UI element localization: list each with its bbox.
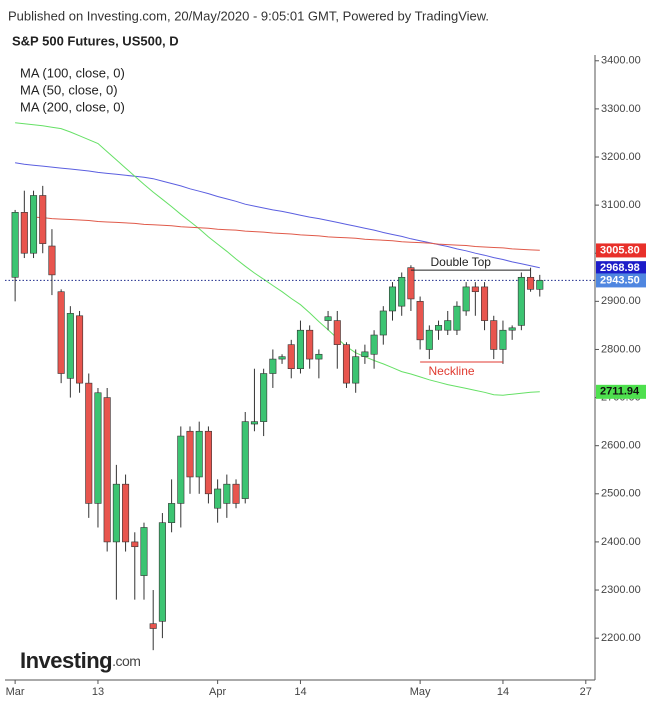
- candle-body: [168, 503, 176, 523]
- candle-body: [131, 541, 139, 548]
- candle-body: [435, 325, 443, 331]
- candle-body: [140, 527, 148, 576]
- candle-body: [444, 320, 452, 331]
- candle-body: [232, 483, 240, 504]
- logo-name: Investing: [20, 648, 112, 673]
- candle-body: [103, 397, 111, 543]
- price-label-box: [596, 273, 646, 288]
- candle-body: [361, 351, 369, 357]
- candle-body: [57, 291, 65, 374]
- price-label-box: [596, 243, 646, 258]
- candle-body: [287, 344, 295, 370]
- candle-body: [481, 286, 489, 321]
- logo-suffix: .com: [112, 653, 140, 669]
- price-label-box: [596, 261, 646, 276]
- candle-body: [20, 212, 28, 254]
- candle-body: [85, 382, 93, 504]
- price-label: 3005.80: [600, 244, 640, 256]
- ma-line: [33, 216, 540, 251]
- candle-body: [260, 373, 268, 422]
- candle-body: [342, 344, 351, 384]
- logo: Investing.com: [20, 648, 140, 673]
- y-tick-label: 3300.00: [601, 103, 641, 115]
- candle-body: [250, 421, 258, 425]
- chart-title: S&P 500 Futures, US500, D: [12, 33, 179, 48]
- x-tick-label: 14: [497, 686, 509, 698]
- y-tick-label: 3400.00: [601, 55, 641, 67]
- candle-body: [11, 212, 19, 278]
- ma-line: [15, 162, 540, 269]
- candle-body: [398, 276, 406, 307]
- candle-body: [407, 267, 415, 300]
- candle-body: [195, 430, 203, 478]
- candle-body: [39, 195, 47, 244]
- candle-body: [158, 522, 166, 622]
- price-label: 2711.94: [600, 386, 640, 398]
- candle-body: [508, 327, 516, 331]
- ma-line: [15, 122, 540, 396]
- y-tick-label: 2800.00: [601, 343, 641, 355]
- x-tick-label: 13: [92, 686, 104, 698]
- y-tick-label: 2200.00: [601, 632, 641, 644]
- candle-body: [204, 430, 212, 495]
- candle-body: [453, 305, 461, 331]
- price-label: 2943.50: [600, 274, 640, 286]
- candle-body: [527, 276, 535, 290]
- x-tick-label: 27: [580, 686, 592, 698]
- candle-body: [324, 316, 332, 321]
- candle-body: [269, 358, 277, 374]
- candle-body: [352, 356, 360, 384]
- candle-body: [214, 488, 222, 509]
- candle-body: [177, 435, 185, 504]
- y-tick-label: 3200.00: [601, 151, 641, 163]
- y-tick-label: 2400.00: [601, 536, 641, 548]
- candle-body: [315, 353, 323, 360]
- candle-body: [149, 623, 157, 629]
- candle-body: [306, 329, 314, 360]
- x-tick-label: Apr: [209, 686, 226, 698]
- legend-entry: MA (50, close, 0): [20, 82, 118, 97]
- candle-body: [76, 315, 84, 384]
- candle-body: [122, 483, 130, 543]
- candle-body: [388, 286, 397, 312]
- candle-body: [517, 276, 525, 326]
- candle-body: [499, 329, 507, 350]
- y-tick-label: 2900.00: [601, 295, 641, 307]
- candle-body: [241, 421, 249, 499]
- y-tick-label: 2600.00: [601, 440, 641, 452]
- candle-body: [471, 286, 479, 293]
- y-tick-label: 2500.00: [601, 488, 641, 500]
- candle-body: [425, 329, 433, 350]
- price-label-box: [596, 384, 646, 399]
- candle-body: [333, 320, 341, 345]
- candle-body: [223, 483, 231, 504]
- x-tick-label: May: [410, 686, 431, 698]
- candle-body: [186, 430, 194, 478]
- candle-body: [30, 195, 38, 254]
- price-label: 2968.98: [600, 262, 640, 274]
- candle-body: [416, 301, 424, 341]
- x-tick-label: 14: [294, 686, 306, 698]
- candle-body: [536, 280, 544, 290]
- candle-body: [379, 310, 387, 336]
- candle-body: [296, 329, 304, 370]
- annotation-label: Double Top: [430, 255, 491, 269]
- legend-entry: MA (100, close, 0): [20, 65, 125, 80]
- candle-body: [112, 483, 120, 543]
- candle-body: [94, 392, 102, 504]
- header: Published on Investing.com, 20/May/2020 …: [8, 8, 489, 23]
- y-tick-label: 2300.00: [601, 584, 641, 596]
- candle-body: [490, 320, 498, 350]
- candle-body: [48, 245, 56, 276]
- x-tick-label: Mar: [6, 686, 25, 698]
- y-tick-label: 3100.00: [601, 199, 641, 211]
- annotation-label: Neckline: [429, 364, 475, 378]
- candle-body: [66, 313, 74, 379]
- candle-body: [462, 286, 470, 312]
- legend-entry: MA (200, close, 0): [20, 99, 125, 114]
- candle-body: [278, 356, 286, 360]
- candle-body: [370, 334, 378, 355]
